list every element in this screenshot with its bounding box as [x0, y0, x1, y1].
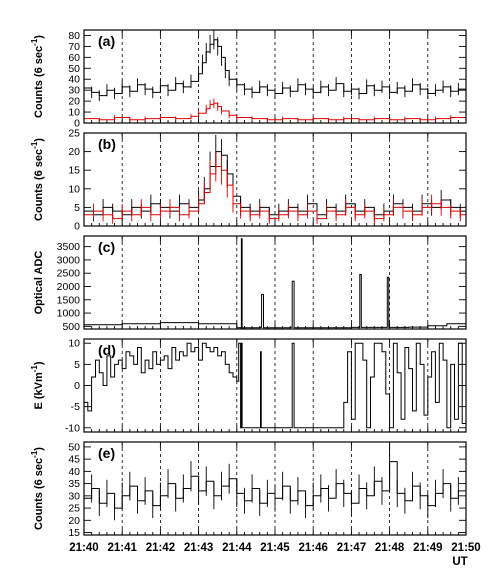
series-0 [84, 342, 467, 429]
y-tick-label: 0 [74, 221, 80, 233]
y-axis-label-main: Counts (6 sec [33, 458, 45, 530]
y-tick-label: 10 [68, 107, 80, 119]
y-axis-label-end: ) [33, 447, 45, 451]
panel-label: (e) [98, 445, 115, 461]
y-tick-label: 0 [74, 380, 80, 392]
x-tick-label: 21:50 [451, 542, 480, 554]
series-1 [83, 151, 467, 224]
y-tick-label: 25 [68, 128, 80, 140]
panel-label: (d) [98, 342, 116, 358]
y-tick-label: 2000 [57, 281, 81, 293]
x-tick-label: 21:47 [337, 542, 366, 554]
y-tick-label: 500 [62, 321, 80, 333]
y-tick-label: -10 [65, 422, 80, 434]
y-axis-label-end: ) [33, 361, 45, 365]
y-axis-label-main: Counts (6 sec [33, 46, 45, 118]
series-0 [83, 445, 467, 521]
y-tick-label: 5 [74, 359, 80, 371]
y-axis-label-sup: -1 [30, 38, 39, 46]
x-tick-label: 21:49 [413, 542, 442, 554]
y-tick-label: 1000 [57, 308, 81, 320]
y-tick-label: 15 [68, 527, 80, 539]
panel-frame [83, 132, 467, 227]
y-tick-label: 0 [74, 118, 80, 130]
x-tick-label: 21:42 [146, 542, 175, 554]
y-tick-label: 35 [68, 478, 80, 490]
y-axis-label-main: Counts (6 sec [33, 149, 45, 221]
series-line [84, 238, 467, 329]
y-axis-label-main: Optical ADC [33, 251, 45, 315]
x-tick-label: 21:45 [260, 542, 290, 554]
y-tick-label: 30 [68, 85, 80, 97]
series-line [84, 342, 467, 429]
y-tick-label: 60 [68, 52, 80, 64]
y-tick-label: 1500 [57, 294, 81, 306]
y-tick-label: 20 [68, 515, 80, 527]
y-tick-label: 2500 [57, 268, 81, 280]
y-axis-label-sup: -1 [30, 450, 39, 458]
x-tick-label: 21:40 [69, 542, 98, 554]
panel-b: 0 5 10 15 20 25 (b) Counts (6 sec-1) [30, 128, 467, 233]
y-axis-label: Optical ADC [33, 251, 45, 315]
panel-label: (b) [98, 136, 116, 152]
y-axis-label-end: ) [33, 35, 45, 39]
y-tick-label: 50 [68, 63, 80, 75]
y-tick-label: 40 [68, 74, 80, 86]
y-tick-label: 70 [68, 41, 80, 53]
y-tick-label: 15 [68, 165, 80, 177]
y-axis-label: Counts (6 sec-1) [30, 35, 45, 118]
y-tick-label: 80 [68, 30, 80, 42]
x-tick-label: 21:48 [375, 542, 405, 554]
y-tick-label: 25 [68, 503, 80, 515]
y-tick-label: 3500 [57, 241, 81, 253]
series-0 [84, 238, 467, 329]
panel-frame [83, 29, 467, 124]
y-axis-label-sup: -1 [30, 141, 39, 149]
panel-frame [83, 441, 467, 536]
x-tick-label: 21:41 [107, 542, 137, 554]
y-axis-label: E (kVm-1) [30, 361, 45, 409]
x-axis-unit: UT [452, 556, 467, 568]
panel-frame [83, 338, 467, 433]
y-tick-label: 40 [68, 466, 80, 478]
y-axis-label: Counts (6 sec-1) [30, 447, 45, 530]
x-tick-label: 21:44 [222, 542, 252, 554]
y-axis-label: Counts (6 sec-1) [30, 138, 45, 221]
y-axis-label-main: E (kVm [33, 372, 45, 410]
y-tick-label: 20 [68, 146, 80, 158]
y-tick-label: 50 [68, 441, 80, 453]
x-tick-label: 21:46 [298, 542, 327, 554]
y-axis-label-sup: -1 [30, 365, 39, 373]
y-axis-label-end: ) [33, 138, 45, 142]
y-tick-label: 3000 [57, 254, 81, 266]
y-tick-label: 10 [68, 338, 80, 350]
y-tick-label: 20 [68, 96, 80, 108]
panel-label: (a) [98, 33, 115, 49]
series-0 [83, 30, 467, 102]
y-tick-label: -5 [71, 401, 80, 413]
x-tick-label: 21:43 [184, 542, 213, 554]
panel-d: -10 -5 0 5 10 (d) E (kVm-1) [30, 338, 467, 434]
y-tick-label: 10 [68, 183, 80, 195]
y-tick-label: 45 [68, 454, 80, 466]
y-tick-label: 5 [74, 202, 80, 214]
panel-frame [83, 235, 467, 330]
panel-label: (c) [98, 239, 115, 255]
y-tick-label: 30 [68, 490, 80, 502]
